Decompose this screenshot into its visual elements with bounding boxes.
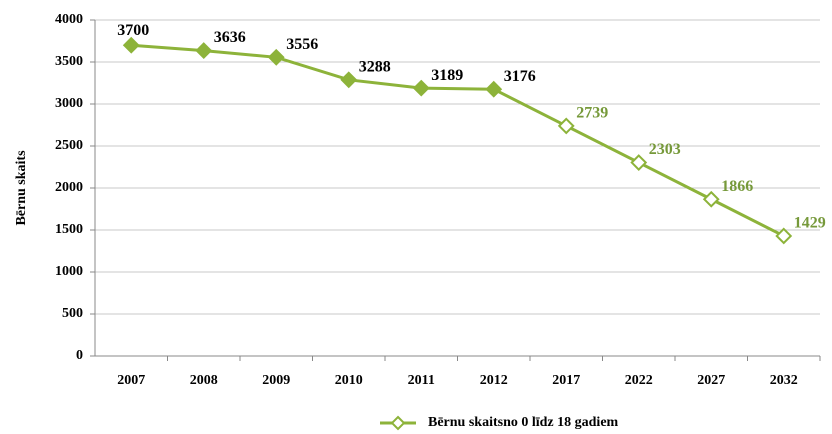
x-tick-label: 2012 [480,373,508,388]
data-label: 3189 [431,67,463,84]
data-label: 2739 [576,105,608,122]
data-label: 3556 [286,36,318,53]
x-tick-label: 2007 [117,373,145,388]
marker [340,71,358,89]
x-tick-label: 2032 [770,373,798,388]
y-tick-label: 0 [76,348,83,363]
marker [485,80,503,98]
y-tick-label: 500 [62,306,83,321]
marker [630,154,648,171]
x-tick-label: 2017 [552,373,580,388]
marker [557,117,575,135]
marker [412,79,430,97]
y-tick-label: 1000 [55,264,83,279]
marker [267,48,285,66]
x-tick-label: 2010 [335,373,363,388]
line [131,43,785,238]
y-tick-label: 2500 [55,138,83,153]
y-tick-label: 3500 [55,54,83,69]
y-tick-label: 2000 [55,180,83,195]
data-label: 1866 [721,178,753,195]
y-tick-label: 4000 [55,12,83,27]
x-tick-label: 2008 [190,373,218,388]
data-label: 2303 [649,141,681,158]
x-tick-label: 2022 [625,373,653,388]
x-tick-label: 2009 [262,373,290,388]
x-tick-label: 2011 [408,373,435,388]
x-tick-label: 2027 [697,373,725,388]
data-label: 3700 [117,22,149,39]
y-tick-label: 1500 [55,222,83,237]
y-tick-label: 3000 [55,96,83,111]
data-label: 3176 [504,68,536,85]
marker [122,36,140,54]
data-label: 3288 [359,58,391,75]
legend-label: Bērnu skaitsno 0 līdz 18 gadiem [428,415,619,430]
marker [195,42,213,59]
y-axis-label: Bērnu skaits [14,150,29,226]
data-label: 1429 [794,215,826,232]
legend-marker [390,415,406,431]
data-label: 3636 [214,29,246,46]
marker [702,190,720,208]
marker [775,227,793,245]
